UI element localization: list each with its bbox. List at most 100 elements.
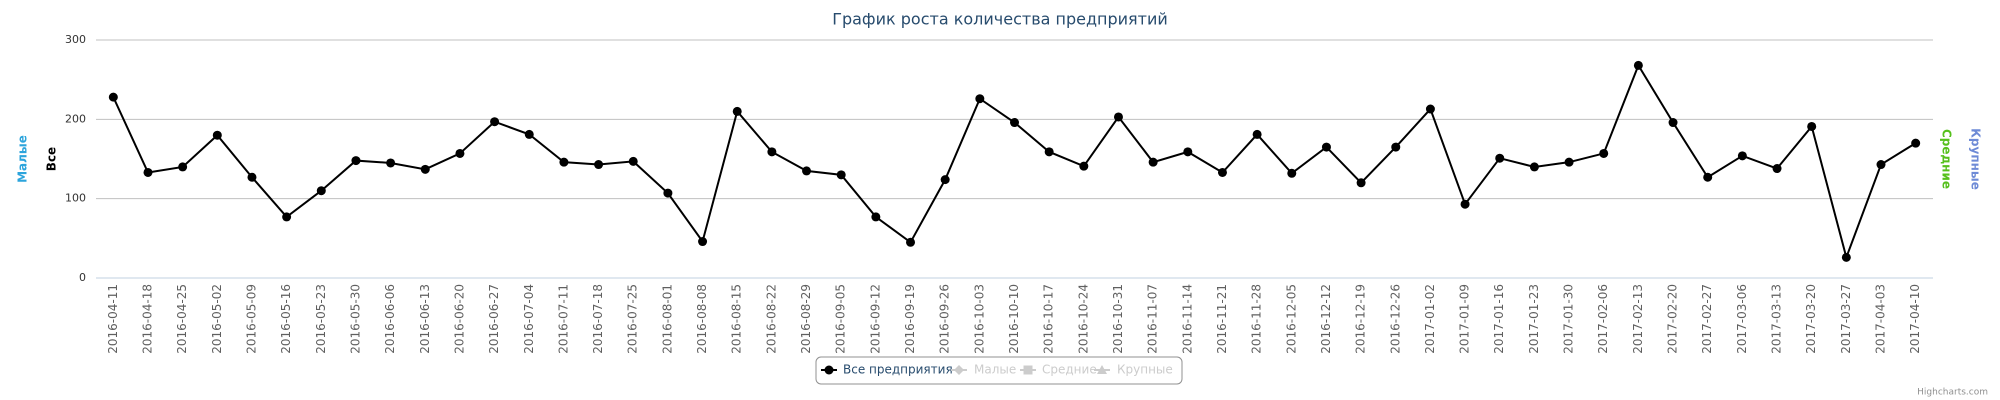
legend-marker xyxy=(954,365,964,375)
x-tick-label: 2017-01-02 xyxy=(1423,284,1437,354)
data-point xyxy=(767,147,777,157)
data-point xyxy=(1876,160,1886,170)
data-point xyxy=(1841,252,1851,262)
x-tick-label: 2016-08-29 xyxy=(799,284,813,354)
data-point xyxy=(1183,147,1193,157)
data-point xyxy=(1010,118,1019,128)
series-line xyxy=(112,63,1917,261)
data-point xyxy=(282,212,292,222)
x-tick-label: 2016-06-06 xyxy=(383,284,397,354)
data-point xyxy=(1425,104,1435,114)
x-tick-label: 2016-09-05 xyxy=(834,284,848,354)
data-point xyxy=(1529,162,1539,172)
x-tick-label: 2016-07-18 xyxy=(591,284,605,354)
x-tick-label: 2016-08-08 xyxy=(695,284,709,354)
legend-label[interactable]: Крупные xyxy=(1117,363,1173,377)
data-point xyxy=(594,160,604,170)
data-point xyxy=(212,130,222,140)
data-point xyxy=(1252,129,1262,139)
data-point xyxy=(386,158,396,168)
x-tick-label: 2016-11-28 xyxy=(1250,284,1264,354)
x-tick-label: 2016-07-11 xyxy=(556,284,570,354)
data-point xyxy=(1737,151,1747,161)
x-tick-label: 2016-08-15 xyxy=(730,284,744,354)
x-tick-label: 2016-05-30 xyxy=(348,284,362,354)
legend-marker xyxy=(824,365,834,375)
data-point xyxy=(1113,112,1123,122)
data-point xyxy=(1356,178,1366,188)
legend-box xyxy=(815,356,1183,385)
data-point xyxy=(490,117,500,127)
data-point xyxy=(906,237,916,247)
x-tick-label: 2016-06-13 xyxy=(418,284,432,354)
x-tick-label: 2017-03-20 xyxy=(1804,284,1818,354)
legend-label[interactable]: Малые xyxy=(974,363,1016,377)
data-point xyxy=(1911,138,1921,148)
x-tick-label: 2016-07-04 xyxy=(522,284,536,354)
x-tick-label: 2016-10-03 xyxy=(972,284,986,354)
x-tick-label: 2017-03-13 xyxy=(1770,284,1784,354)
data-point xyxy=(1668,118,1678,128)
x-tick-label: 2016-11-07 xyxy=(1146,284,1160,354)
data-point xyxy=(559,157,569,167)
data-point xyxy=(524,129,534,139)
data-point xyxy=(802,166,812,176)
data-point xyxy=(698,237,708,247)
x-tick-label: 2016-10-31 xyxy=(1111,284,1125,354)
x-tick-label: 2016-12-05 xyxy=(1284,284,1298,354)
data-point xyxy=(871,212,881,222)
x-tick-label: 2016-11-14 xyxy=(1180,284,1194,354)
data-point xyxy=(1391,142,1401,152)
data-point xyxy=(1148,157,1158,167)
y-tick-label: 300 xyxy=(65,33,86,46)
data-point xyxy=(1460,199,1470,209)
y-tick-label: 200 xyxy=(65,112,86,125)
data-point xyxy=(1044,147,1054,157)
x-tick-label: 2017-02-20 xyxy=(1666,284,1680,354)
data-point xyxy=(940,175,950,185)
data-point xyxy=(178,162,188,172)
data-point xyxy=(1807,121,1817,131)
data-point xyxy=(1564,157,1574,167)
x-tick-label: 2017-01-30 xyxy=(1562,284,1576,354)
x-tick-label: 2016-12-12 xyxy=(1319,284,1333,354)
data-point xyxy=(316,186,326,196)
x-tick-label: 2016-05-16 xyxy=(279,284,293,354)
data-point xyxy=(420,164,430,174)
x-tick-label: 2016-12-26 xyxy=(1388,284,1402,354)
y-tick-label: 0 xyxy=(79,271,86,284)
x-tick-label: 2017-01-16 xyxy=(1492,284,1506,354)
data-point xyxy=(1321,142,1331,152)
data-point xyxy=(1772,164,1782,174)
data-point xyxy=(975,94,985,104)
legend-marker xyxy=(1097,365,1107,374)
credits[interactable]: Highcharts.com xyxy=(1917,388,1988,398)
x-tick-label: 2016-06-27 xyxy=(487,284,501,354)
x-tick-label: 2017-01-09 xyxy=(1458,284,1472,354)
x-tick-label: 2016-10-10 xyxy=(1007,284,1021,354)
x-tick-label: 2017-04-10 xyxy=(1908,284,1922,354)
x-tick-label: 2016-09-26 xyxy=(938,284,952,354)
data-point xyxy=(1599,148,1609,158)
x-tick-label: 2016-04-18 xyxy=(140,284,154,354)
legend-label[interactable]: Средние xyxy=(1042,363,1097,377)
x-tick-label: 2016-06-20 xyxy=(452,284,466,354)
x-tick-label: 2016-04-25 xyxy=(175,284,189,354)
data-point xyxy=(1287,168,1297,178)
x-tick-label: 2016-08-22 xyxy=(764,284,778,354)
legend-marker xyxy=(1023,365,1033,375)
legend-label[interactable]: Все предприятия xyxy=(843,363,953,377)
data-point xyxy=(1703,172,1713,182)
x-tick-label: 2017-03-27 xyxy=(1839,284,1853,354)
x-tick-label: 2016-05-23 xyxy=(314,284,328,354)
x-tick-label: 2016-05-09 xyxy=(244,284,258,354)
chart-title: График роста количества предприятий xyxy=(832,10,1168,29)
x-tick-label: 2016-12-19 xyxy=(1354,284,1368,354)
data-point xyxy=(836,170,846,180)
data-point xyxy=(247,172,257,182)
x-tick-label: 2017-02-27 xyxy=(1700,284,1714,354)
x-tick-label: 2016-09-19 xyxy=(903,284,917,354)
data-point xyxy=(1495,153,1505,163)
axis-title: Все xyxy=(45,147,59,171)
